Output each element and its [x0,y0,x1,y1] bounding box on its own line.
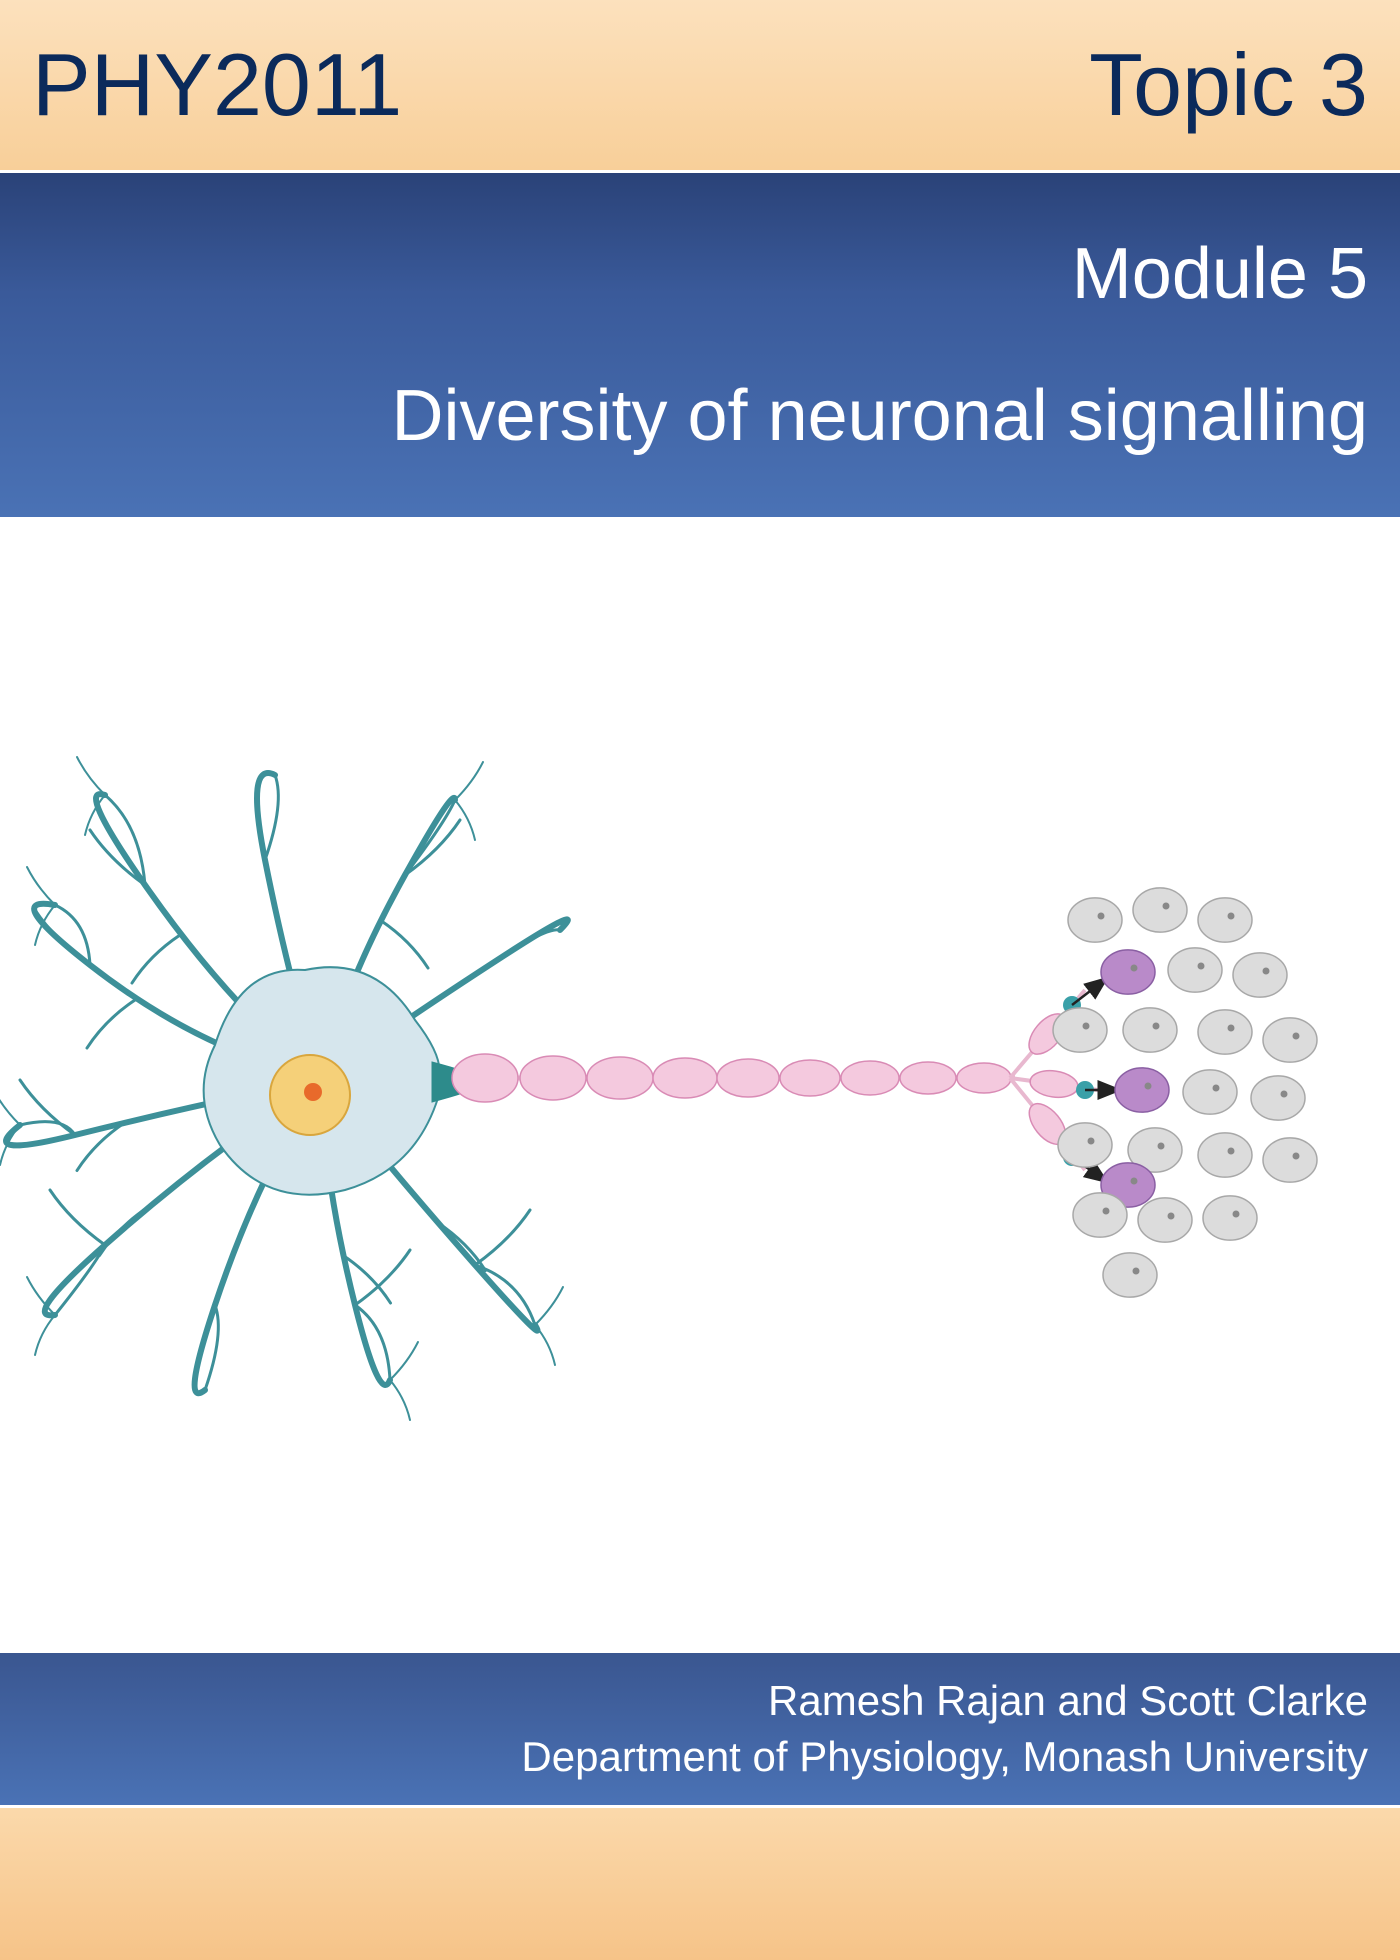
neuron-diagram [0,520,1400,1650]
title-band: Module 5 Diversity of neuronal signallin… [0,170,1400,520]
topic-label: Topic 3 [1089,34,1368,136]
neuron-svg [0,520,1400,1650]
course-code: PHY2011 [32,34,402,136]
footer-authors-band: Ramesh Rajan and Scott Clarke Department… [0,1650,1400,1808]
module-title: Diversity of neuronal signalling [392,375,1369,457]
header-band: PHY2011 Topic 3 [0,0,1400,170]
authors-text: Ramesh Rajan and Scott Clarke [768,1677,1368,1725]
department-text: Department of Physiology, Monash Univers… [521,1733,1368,1781]
module-label: Module 5 [1072,233,1368,315]
footer-bottom-band [0,1808,1400,1960]
